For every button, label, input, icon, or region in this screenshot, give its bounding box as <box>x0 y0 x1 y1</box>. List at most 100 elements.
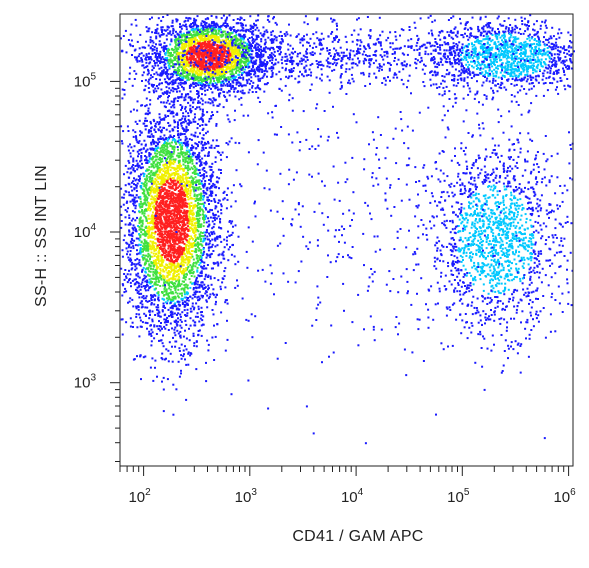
data-point <box>156 142 159 145</box>
data-point <box>146 222 149 225</box>
data-point <box>185 34 188 37</box>
data-point <box>201 99 204 102</box>
data-point <box>205 142 208 145</box>
data-point <box>152 274 155 277</box>
data-point <box>198 247 201 250</box>
data-point <box>223 48 226 51</box>
data-point <box>220 72 222 75</box>
data-point <box>172 64 175 67</box>
data-point <box>188 53 191 56</box>
data-point <box>176 47 179 50</box>
data-point <box>136 40 139 43</box>
data-point <box>185 44 188 46</box>
data-point <box>123 278 126 281</box>
data-point <box>250 43 253 46</box>
data-point <box>201 47 204 50</box>
data-point <box>170 38 173 41</box>
data-point <box>198 40 201 43</box>
data-point <box>202 137 205 140</box>
data-point <box>240 24 243 27</box>
data-point <box>129 325 132 328</box>
data-point <box>177 74 180 76</box>
data-point <box>178 119 181 122</box>
data-point <box>134 179 137 182</box>
data-point <box>134 18 137 21</box>
data-point <box>149 153 152 156</box>
data-point <box>200 78 203 81</box>
data-point <box>271 73 274 76</box>
data-point <box>141 104 144 107</box>
data-point <box>218 29 220 32</box>
data-point <box>252 41 254 44</box>
data-point <box>177 136 180 139</box>
data-point <box>219 154 222 156</box>
data-point <box>148 166 151 169</box>
data-point <box>163 134 166 137</box>
data-point <box>181 280 184 283</box>
data-point <box>203 287 206 289</box>
data-point <box>182 160 185 163</box>
data-point <box>121 88 124 91</box>
data-point <box>157 292 160 295</box>
data-point <box>218 66 220 69</box>
data-point <box>170 59 173 62</box>
data-point <box>217 77 220 80</box>
data-point <box>163 290 166 293</box>
data-point <box>148 333 151 336</box>
data-point <box>143 238 146 241</box>
data-point <box>134 204 137 207</box>
data-point <box>199 81 202 84</box>
data-point <box>247 48 249 51</box>
data-point <box>203 250 206 253</box>
data-point <box>166 76 169 79</box>
data-point <box>216 24 219 27</box>
data-point <box>196 123 199 125</box>
data-point <box>189 281 192 284</box>
data-point <box>166 69 169 72</box>
data-point <box>234 60 237 63</box>
data-point <box>161 70 164 73</box>
data-point <box>146 190 149 193</box>
data-point <box>197 53 200 56</box>
data-point <box>259 55 261 58</box>
data-point <box>174 55 177 58</box>
data-point <box>137 152 140 155</box>
data-point <box>122 130 125 133</box>
data-point <box>167 360 170 363</box>
data-point <box>189 192 192 195</box>
data-point <box>164 52 167 54</box>
data-point <box>157 327 160 330</box>
data-point <box>236 29 238 32</box>
data-point <box>182 115 185 118</box>
data-point <box>125 241 128 244</box>
data-point <box>196 26 198 29</box>
data-point <box>187 297 189 299</box>
data-point <box>182 24 185 27</box>
data-point <box>177 148 179 151</box>
data-point <box>221 63 224 66</box>
data-point <box>234 95 237 98</box>
data-point <box>184 24 186 27</box>
data-point <box>259 32 262 35</box>
data-point <box>181 133 184 136</box>
data-point <box>135 313 138 316</box>
data-point <box>157 314 160 317</box>
data-point <box>178 160 181 163</box>
data-point <box>200 223 203 226</box>
data-point <box>214 219 216 222</box>
data-point <box>180 124 183 127</box>
data-point <box>274 58 277 61</box>
data-point <box>183 72 186 74</box>
data-point <box>196 270 199 273</box>
data-point <box>138 47 141 50</box>
data-point <box>126 281 129 284</box>
data-point <box>256 86 259 89</box>
data-point <box>198 258 201 261</box>
data-point <box>174 79 177 82</box>
data-point <box>236 279 238 282</box>
data-point <box>208 120 211 123</box>
data-point <box>192 154 195 157</box>
data-point <box>163 146 166 149</box>
data-point <box>188 151 191 153</box>
data-point <box>165 128 168 131</box>
